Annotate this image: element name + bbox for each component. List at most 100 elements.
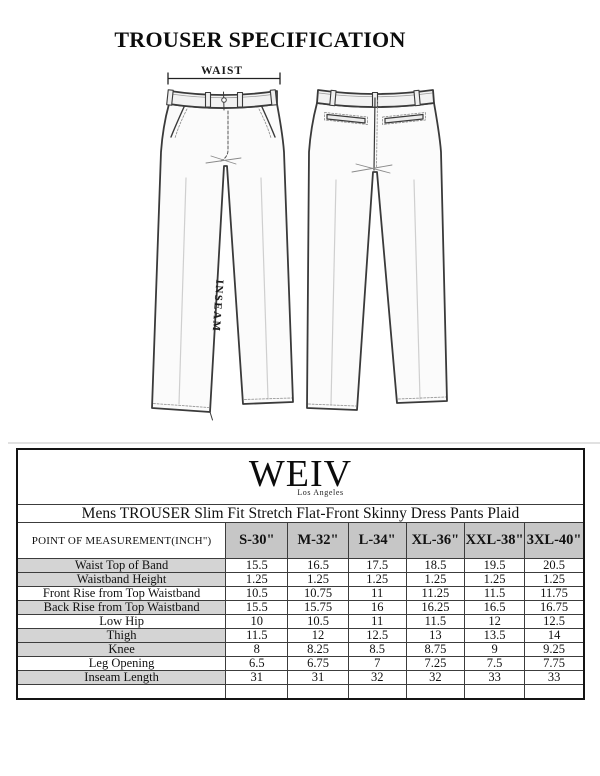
table-row-knee: Knee 8 8.25 8.5 8.75 9 9.25 <box>16 642 585 657</box>
back-hem-stitch-left <box>308 403 356 407</box>
table-row-leg-opening: Leg Opening 6.5 6.75 7 7.25 7.5 7.75 <box>16 656 585 671</box>
measurement-value: 6.5 <box>225 656 289 671</box>
measurement-value: 11.25 <box>405 586 465 601</box>
measurement-value: 1.25 <box>347 572 407 587</box>
back-trousers-drawing <box>306 89 448 411</box>
front-legs-outline <box>151 103 294 413</box>
size-header-s: S-30" <box>225 522 289 559</box>
front-button <box>221 97 227 103</box>
measurement-value: 32 <box>405 670 465 685</box>
measurement-value: 8 <box>225 642 289 657</box>
back-pocket-right-stitch <box>382 112 426 125</box>
measurement-value: 12.5 <box>524 614 585 629</box>
back-hem-stitch-right <box>398 396 446 400</box>
measurement-value: 16.5 <box>463 600 526 615</box>
table-row-waistband-height: Waistband Height 1.25 1.25 1.25 1.25 1.2… <box>16 572 585 587</box>
measurement-value: 1.25 <box>463 572 526 587</box>
back-belt-loop-1 <box>329 89 337 107</box>
table-row-thigh: Thigh 11.5 12 12.5 13 13.5 14 <box>16 628 585 643</box>
front-pocket-right <box>261 106 276 138</box>
table-row-low-hip: Low Hip 10 10.5 11 11.5 12 12.5 <box>16 614 585 629</box>
measurement-value: 8.75 <box>405 642 465 657</box>
back-center-seam-stitch <box>376 99 378 169</box>
measurement-value: 1.25 <box>405 572 465 587</box>
measurement-value: 33 <box>463 670 526 685</box>
measurement-value: 8.5 <box>347 642 407 657</box>
table-row-inseam-length: Inseam Length 31 31 32 32 33 33 <box>16 670 585 685</box>
front-hem-stitch-left <box>153 403 209 408</box>
measurement-value: 32 <box>347 670 407 685</box>
measurement-value: 1.25 <box>287 572 349 587</box>
measurement-label: Waistband Height <box>16 572 227 587</box>
front-pocket-right-stitch <box>258 108 272 139</box>
measurement-value: 1.25 <box>524 572 585 587</box>
measurement-value: 15.5 <box>225 600 289 615</box>
back-pocket-left-welt <box>326 113 366 124</box>
empty-cell <box>16 684 227 700</box>
size-header-xxl: XXL-38" <box>463 522 526 559</box>
measurement-value: 11 <box>347 614 407 629</box>
brand-row: WEIV Los Angeles <box>16 448 585 505</box>
measurement-value: 16.25 <box>405 600 465 615</box>
product-title-row: Mens TROUSER Slim Fit Stretch Flat-Front… <box>16 504 585 523</box>
measurement-value: 31 <box>287 670 349 685</box>
back-center-seam <box>373 97 376 171</box>
measurement-label: Leg Opening <box>16 656 227 671</box>
product-title: Mens TROUSER Slim Fit Stretch Flat-Front… <box>16 504 585 523</box>
table-row-back-rise: Back Rise from Top Waistband 15.5 15.75 … <box>16 600 585 615</box>
measurement-value: 19.5 <box>463 558 526 573</box>
measurement-value: 15.5 <box>225 558 289 573</box>
back-belt-loop-3 <box>413 89 421 107</box>
measurement-value: 8.25 <box>287 642 349 657</box>
back-crease-left <box>330 179 337 405</box>
measurement-value: 10 <box>225 614 289 629</box>
table-row-empty <box>16 684 585 700</box>
front-belt-loop-1 <box>166 89 174 106</box>
front-crease-right <box>260 177 269 400</box>
trouser-technical-drawing: WAIST INSEAM <box>151 65 448 421</box>
measurement-value: 9 <box>463 642 526 657</box>
back-crotch-wrinkles <box>351 163 393 174</box>
back-crease-right <box>413 179 421 400</box>
front-crease-left <box>178 177 187 405</box>
brand-logo-subtitle: Los Angeles <box>297 488 344 497</box>
measurement-value: 31 <box>225 670 289 685</box>
brand-logo-cell: WEIV Los Angeles <box>16 448 585 505</box>
measurement-value: 12.5 <box>347 628 407 643</box>
size-header-l: L-34" <box>347 522 407 559</box>
empty-cell <box>225 684 289 700</box>
waist-dimension-label: WAIST <box>201 65 243 77</box>
measurement-value: 18.5 <box>405 558 465 573</box>
measurement-label: Front Rise from Top Waistband <box>16 586 227 601</box>
measurement-label: Back Rise from Top Waistband <box>16 600 227 615</box>
measurement-value: 33 <box>524 670 585 685</box>
empty-cell <box>524 684 585 700</box>
measurement-value: 13.5 <box>463 628 526 643</box>
empty-cell <box>405 684 465 700</box>
front-belt-loop-2 <box>204 91 212 108</box>
measurement-value: 12 <box>463 614 526 629</box>
empty-cell <box>287 684 349 700</box>
size-header-xl: XL-36" <box>405 522 465 559</box>
spec-table: WEIV Los Angeles Mens TROUSER Slim Fit S… <box>16 448 585 700</box>
measurement-label: Thigh <box>16 628 227 643</box>
front-pocket-left-stitch <box>174 108 188 139</box>
size-header-3xl: 3XL-40" <box>524 522 585 559</box>
measurement-value: 15.75 <box>287 600 349 615</box>
table-row-front-rise: Front Rise from Top Waistband 10.5 10.75… <box>16 586 585 601</box>
front-hem-stitch-right <box>244 397 292 400</box>
brand-logo: WEIV <box>248 453 353 495</box>
table-row-waist-top-of-band: Waist Top of Band 15.5 16.5 17.5 18.5 19… <box>16 558 585 573</box>
measurement-value: 1.25 <box>225 572 289 587</box>
measurement-value: 11.5 <box>463 586 526 601</box>
measurement-value: 11.5 <box>225 628 289 643</box>
measurement-value: 10.5 <box>225 586 289 601</box>
front-pocket-left <box>170 106 185 138</box>
measurement-value: 11.75 <box>524 586 585 601</box>
measurement-label: Inseam Length <box>16 670 227 685</box>
size-header-row: POINT OF MEASUREMENT(INCH") S-30" M-32" … <box>16 522 585 559</box>
front-belt-loop-4 <box>269 89 278 106</box>
measurement-header: POINT OF MEASUREMENT(INCH") <box>16 522 227 559</box>
back-pocket-right-welt <box>384 113 424 124</box>
